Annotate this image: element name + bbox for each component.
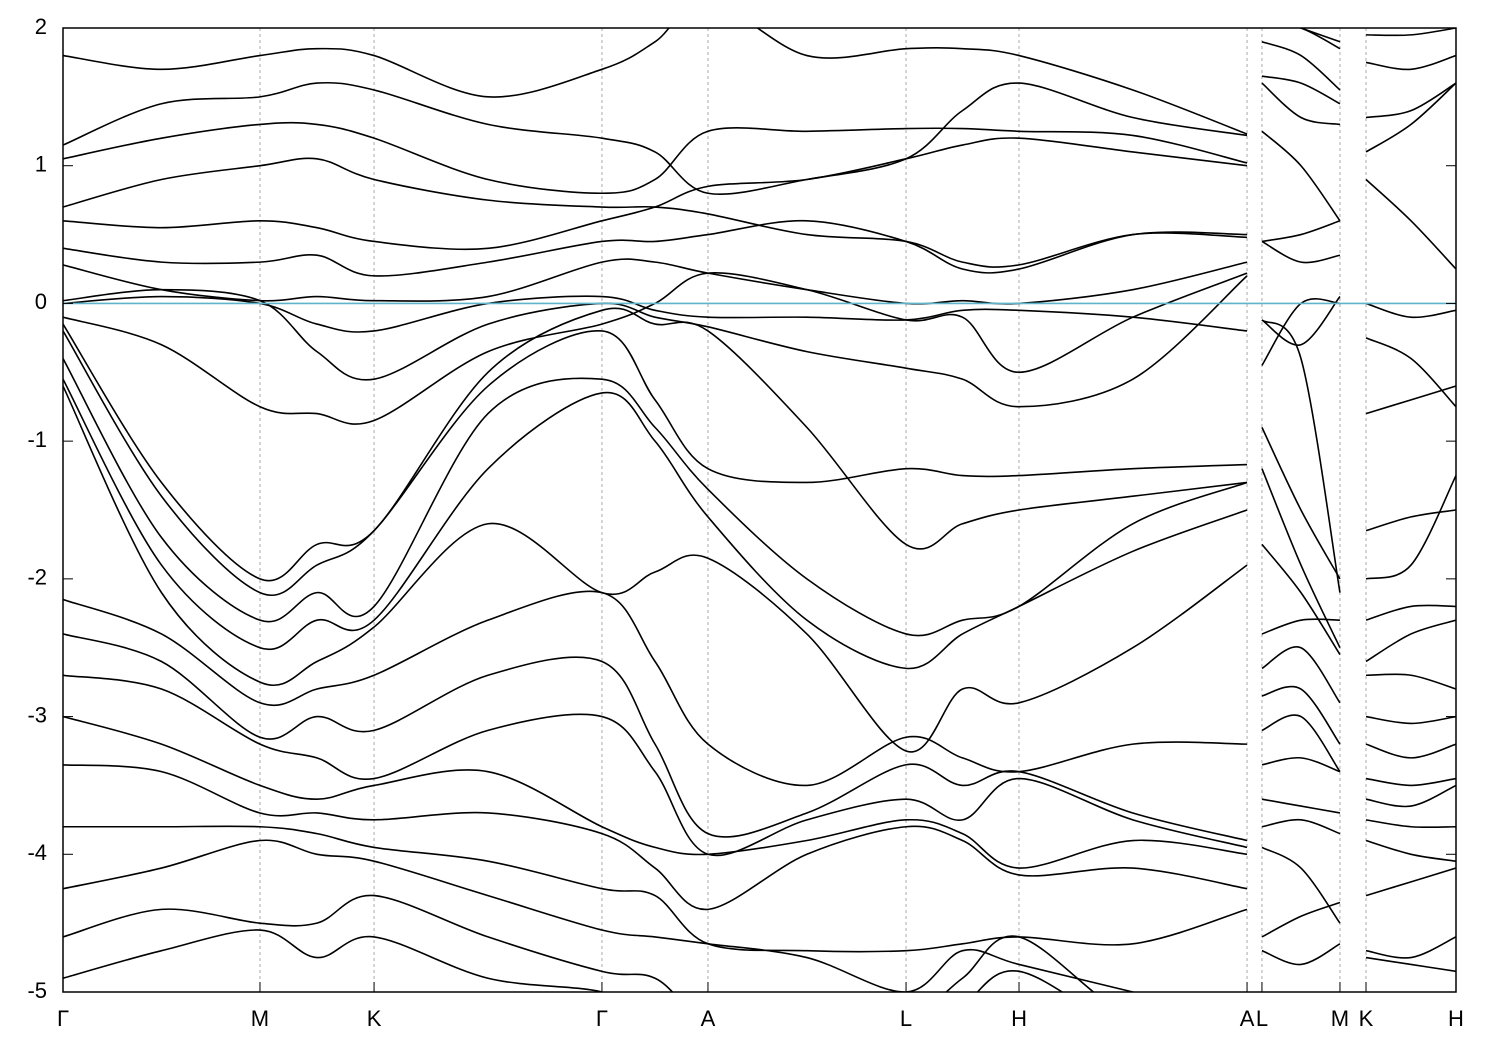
band-line (63, 28, 1456, 195)
x-tick-label: M (1331, 1006, 1349, 1031)
plot-frame (62, 27, 1457, 993)
band-line (63, 894, 1456, 992)
band-line (63, 330, 1456, 596)
band-line (63, 763, 1456, 911)
x-tick-label: L (900, 1006, 912, 1031)
band-line (63, 674, 1456, 857)
y-tick-label: -2 (27, 565, 47, 590)
bands (63, 28, 1456, 992)
y-tick-label: 2 (35, 14, 47, 39)
y-tick-label: -4 (27, 840, 47, 865)
band-line (63, 54, 1456, 268)
band-line (63, 275, 1456, 408)
x-tick-label: A (1240, 1006, 1255, 1031)
band-line (63, 715, 1456, 869)
x-tick-label: H (1448, 1006, 1464, 1031)
band-line (63, 82, 1456, 277)
band-line (63, 240, 1456, 425)
y-tick-label: -3 (27, 702, 47, 727)
x-tick-label: Γ (596, 1006, 608, 1031)
y-tick-label: 1 (35, 152, 47, 177)
band-line (63, 28, 1341, 195)
band-line (63, 307, 1456, 593)
x-tick-label: A (701, 1006, 716, 1031)
band-line (63, 28, 1341, 135)
band-line (63, 633, 1456, 842)
x-tick-label: H (1011, 1006, 1027, 1031)
band-line (63, 929, 1456, 992)
band-line (63, 378, 1456, 670)
y-tick-label: 0 (35, 289, 47, 314)
x-tick-label: K (367, 1006, 382, 1031)
x-tick-label: Γ (57, 1006, 69, 1031)
y-tick-label: -5 (27, 978, 47, 1003)
x-tick-label: L (1256, 1006, 1268, 1031)
axes: 210-1-2-3-4-5Γ M K Γ A L H A L M K H (27, 14, 1464, 1031)
band-line (63, 839, 1456, 992)
band-line (63, 385, 1456, 753)
x-tick-label: K (1359, 1006, 1374, 1031)
x-tick-label: M (251, 1006, 269, 1031)
y-tick-label: -1 (27, 427, 47, 452)
